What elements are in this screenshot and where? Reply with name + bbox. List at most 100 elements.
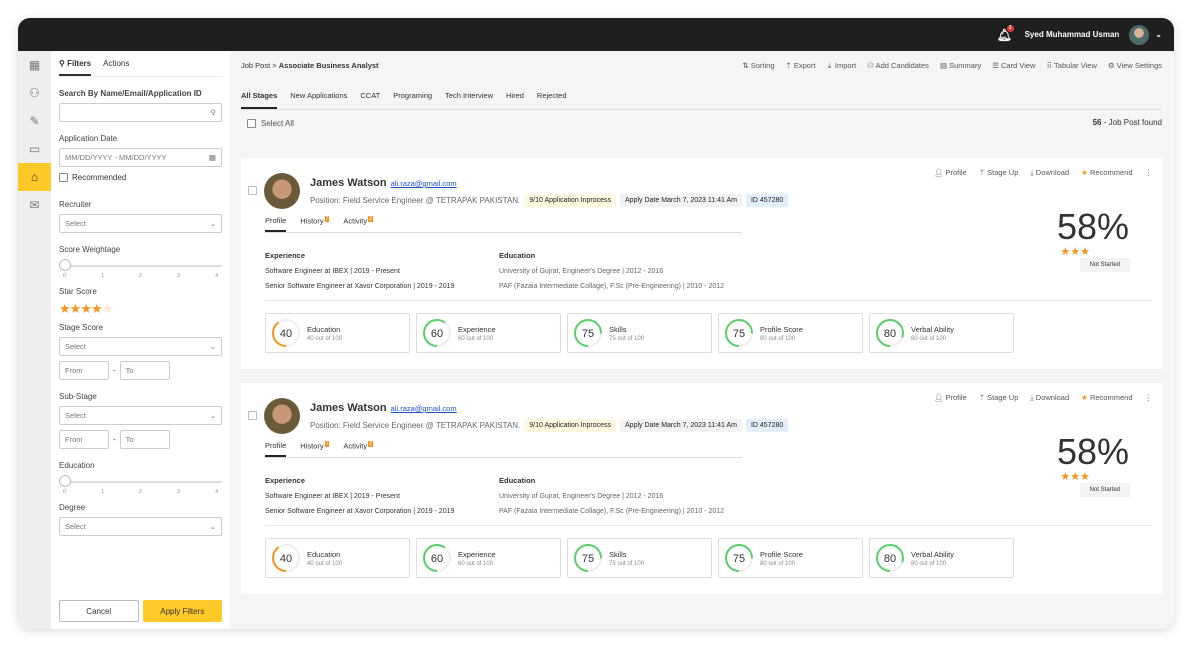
candidate-email[interactable]: ali.raza@gmail.com — [390, 179, 457, 188]
experience-item: Senior Software Engineer at Xavor Corpor… — [265, 283, 455, 290]
stage-tab[interactable]: Hired — [505, 91, 524, 100]
tab-activity[interactable]: Activity 2 — [343, 441, 373, 457]
edit-icon[interactable]: ✎ — [29, 114, 40, 128]
card-action-button[interactable]: ⤓ Download — [1030, 393, 1069, 403]
to-placeholder: To — [125, 366, 134, 375]
star-icon[interactable]: ★ — [80, 301, 92, 316]
card-action-button[interactable]: ⤓ Download — [1030, 168, 1069, 178]
tab-actions[interactable]: Actions — [103, 59, 130, 68]
chevron-down-icon: ⌄ — [209, 342, 216, 351]
stage-tab[interactable]: New Applications — [290, 91, 348, 100]
toolbar-button[interactable]: ⚙ View Settings — [1107, 61, 1162, 70]
stage-tab[interactable]: All Stages — [241, 91, 278, 109]
status-badge: 9/10 Application Inprocess — [524, 194, 617, 207]
score-value: 40 — [280, 328, 292, 340]
chevron-down-icon[interactable]: ⌄ — [1155, 30, 1162, 39]
star-icon[interactable]: ★ — [90, 301, 103, 316]
degree-select[interactable]: Select ⌄ — [59, 517, 222, 536]
toolbar-button[interactable]: ☰ Card View — [992, 61, 1036, 70]
card-action-button[interactable]: ★ Recommend — [1081, 168, 1132, 178]
to-input[interactable]: To — [119, 430, 170, 449]
chevron-down-icon: ⌄ — [209, 411, 216, 420]
score-arc — [876, 319, 904, 347]
select-value: Select — [65, 522, 86, 531]
candidate-stars: ★★★ — [1060, 470, 1090, 483]
card-action-label: Recommend — [1089, 168, 1133, 177]
card-action-button[interactable]: ⇡ Stage Up — [979, 168, 1019, 178]
card-action-button[interactable]: ★ Recommend — [1081, 393, 1132, 403]
more-icon[interactable]: ⋮ — [1144, 393, 1153, 402]
from-input[interactable]: From — [59, 361, 109, 380]
candidate-name[interactable]: James Watson — [310, 402, 387, 414]
dashboard-icon[interactable]: ▦ — [28, 58, 41, 72]
stage-tab[interactable]: CCAT — [360, 91, 381, 100]
toolbar-button[interactable]: ⇅ Sorting — [742, 61, 775, 70]
star-icon[interactable]: ★ — [101, 301, 114, 316]
score-ring: 60 — [423, 319, 451, 347]
score-sub: 75 out of 100 — [609, 335, 645, 342]
stage-tab[interactable]: Programing — [393, 91, 433, 100]
mail-icon[interactable]: ✉ — [29, 198, 40, 212]
icon-rail: ▦ ⚇ ✎ ▭ ⌂ ✉ — [18, 51, 51, 629]
stage-score-select[interactable]: Select ⌄ — [59, 337, 222, 356]
card-action-button[interactable]: ⇡ Stage Up — [979, 393, 1019, 403]
avatar[interactable] — [1129, 24, 1150, 45]
score-label: Verbal Ability — [911, 549, 954, 559]
toolbar-button[interactable]: ⚇ Add Candidates — [867, 61, 929, 70]
score-sub: 80 out of 100 — [760, 335, 796, 342]
star-score-label: Star Score — [59, 287, 97, 296]
slider-handle[interactable] — [59, 475, 71, 487]
user-name[interactable]: Syed Muhammad Usman — [1024, 30, 1120, 39]
folder-icon[interactable]: ▭ — [28, 142, 41, 156]
star-rating[interactable]: ★★★★★ — [59, 301, 222, 317]
card-action-button[interactable]: 👤︎ Profile — [934, 393, 967, 403]
card-action-button[interactable]: 👤︎ Profile — [934, 168, 967, 178]
score-label: Skills — [609, 324, 627, 334]
candidate-checkbox[interactable] — [248, 411, 257, 420]
recommended-checkbox[interactable] — [59, 173, 68, 182]
date-input[interactable]: MM/DD/YYYY - MM/DD/YYYY ▦ — [59, 148, 222, 167]
apply-filters-button[interactable]: Apply Filters — [142, 600, 222, 622]
score-value: 75 — [733, 328, 745, 340]
recruiter-select[interactable]: Select ⌄ — [59, 214, 222, 233]
slider-handle[interactable] — [59, 259, 71, 271]
stage-tab[interactable]: Rejected — [536, 91, 567, 100]
toolbar-button[interactable]: ▤ Summary — [939, 61, 982, 70]
candidate-email[interactable]: ali.raza@gmail.com — [390, 404, 457, 413]
breadcrumb-root[interactable]: Job Post — [241, 61, 271, 70]
tab-history[interactable]: History 7 — [300, 216, 330, 232]
score-weightage-slider[interactable] — [59, 259, 222, 273]
tab-activity[interactable]: Activity 2 — [343, 216, 373, 232]
from-input[interactable]: From — [59, 430, 109, 449]
bell-icon[interactable]: 🔔︎ 1 — [996, 24, 1014, 42]
tab-label: Activity — [343, 216, 368, 226]
to-input[interactable]: To — [119, 361, 170, 380]
education-item: University of Gujrat, Engineer's Degree … — [499, 493, 664, 500]
toolbar-button[interactable]: ⠿ Tabular View — [1046, 61, 1097, 70]
search-input[interactable]: ⚲ — [59, 103, 222, 122]
tab-profile[interactable]: Profile — [265, 441, 287, 457]
score-card: 75 Skills 75 out of 100 — [567, 538, 712, 578]
stage-tab[interactable]: Tech Interview — [445, 91, 493, 100]
candidate-name[interactable]: James Watson — [310, 177, 387, 189]
download-icon: ⤓ — [1030, 393, 1036, 402]
id-badge: ID 457280 — [745, 194, 789, 207]
cancel-button[interactable]: Cancel — [59, 600, 139, 622]
toolbar-button[interactable]: ⇡ Export — [785, 61, 816, 70]
education-slider[interactable] — [59, 475, 222, 489]
candidate-checkbox[interactable] — [248, 186, 257, 195]
star-icon[interactable]: ★ — [59, 301, 71, 316]
tab-history[interactable]: History 7 — [300, 441, 330, 457]
briefcase-icon[interactable]: ⌂ — [18, 163, 51, 191]
sub-stage-select[interactable]: Select ⌄ — [59, 406, 222, 425]
star-icon[interactable]: ★ — [69, 301, 82, 316]
tick: 3 — [177, 273, 180, 279]
select-all-checkbox[interactable] — [247, 119, 256, 128]
tick: 1 — [101, 273, 104, 279]
tab-profile[interactable]: Profile — [265, 216, 287, 232]
more-icon[interactable]: ⋮ — [1144, 168, 1153, 177]
toolbar-button[interactable]: ⇣ Import — [826, 61, 857, 70]
tab-filters[interactable]: ⚲ Filters — [59, 52, 92, 76]
user-icon[interactable]: ⚇ — [29, 86, 40, 100]
education-item: University of Gujrat, Engineer's Degree … — [499, 268, 664, 275]
